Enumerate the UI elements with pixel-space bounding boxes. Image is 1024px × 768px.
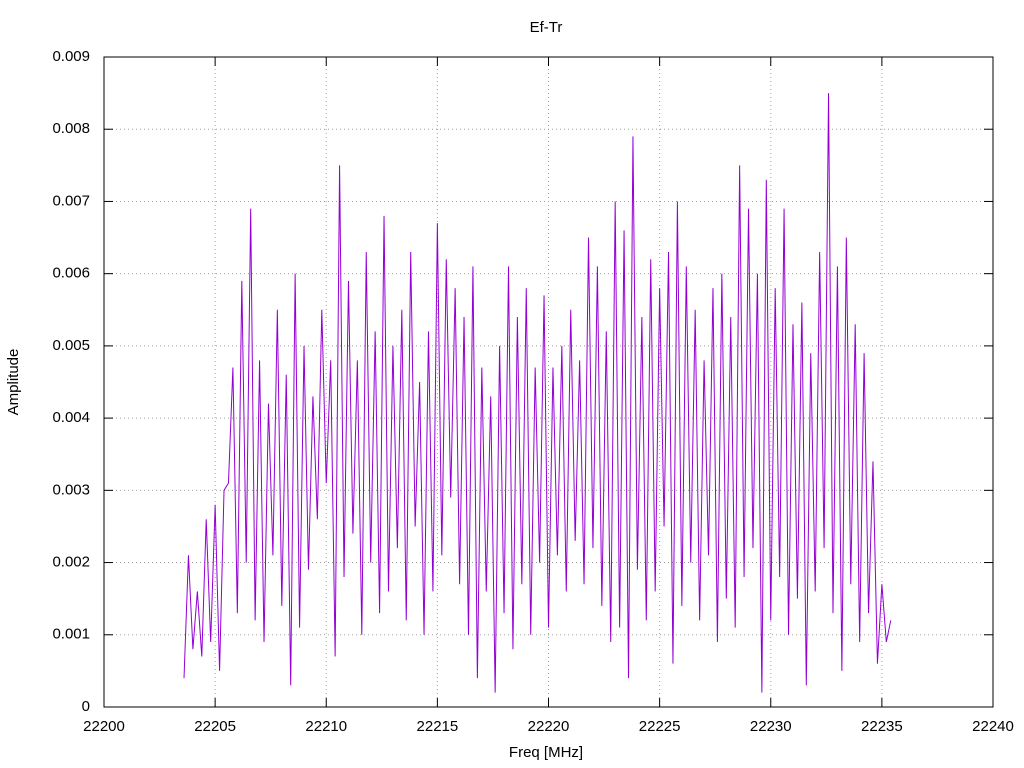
x-tick-label: 22235	[861, 718, 903, 735]
y-tick-label: 0.009	[52, 48, 90, 65]
y-tick-label: 0	[82, 698, 90, 715]
y-tick-label: 0.002	[52, 554, 90, 571]
y-tick-label: 0.005	[52, 337, 90, 354]
x-tick-label: 22210	[305, 718, 347, 735]
y-tick-label: 0.001	[52, 626, 90, 643]
y-tick-label: 0.007	[52, 192, 90, 209]
y-tick-label: 0.004	[52, 409, 90, 426]
y-tick-label: 0.006	[52, 265, 90, 282]
y-tick-label: 0.008	[52, 120, 90, 137]
x-tick-label: 22220	[528, 718, 570, 735]
x-tick-label: 22225	[639, 718, 681, 735]
x-axis-label: Freq [MHz]	[509, 744, 583, 761]
plot-border	[103, 56, 994, 708]
x-tick-label: 22230	[750, 718, 792, 735]
y-axis-label: Amplitude	[5, 349, 22, 416]
chart-title: Ef-Tr	[530, 19, 563, 36]
x-tick-label: 22200	[83, 718, 125, 735]
x-tick-label: 22240	[972, 718, 1014, 735]
data-line	[183, 93, 892, 693]
y-tick-label: 0.003	[52, 481, 90, 498]
x-tick-label: 22205	[194, 718, 236, 735]
x-tick-label: 22215	[417, 718, 459, 735]
plot	[183, 93, 892, 693]
